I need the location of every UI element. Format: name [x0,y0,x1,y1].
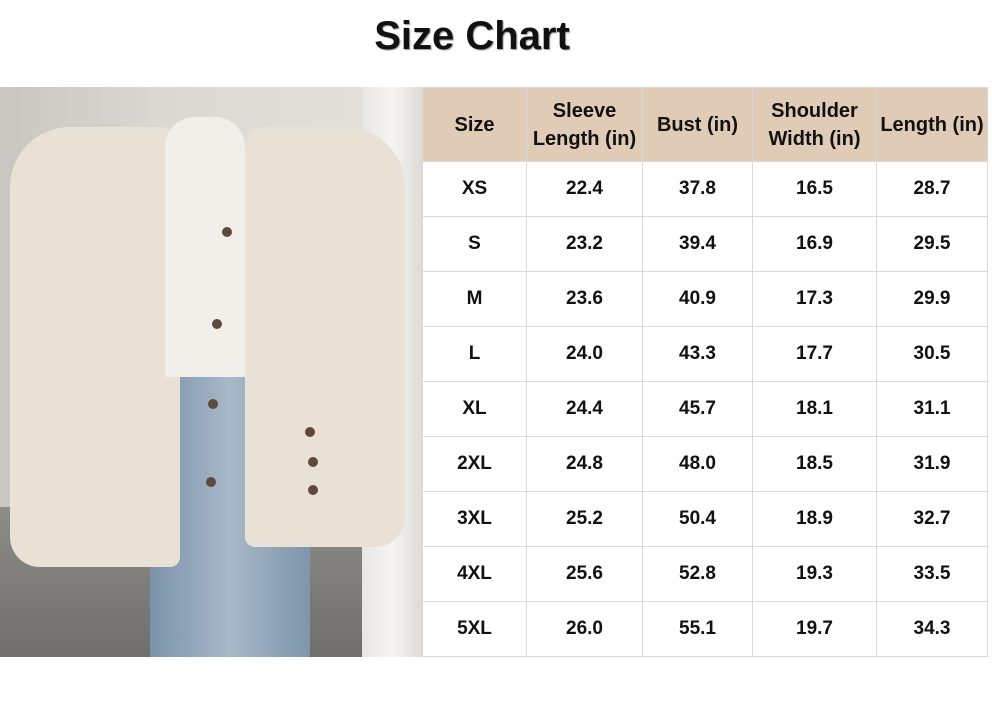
cell-sleeve-length: 23.2 [526,216,643,272]
cell-bust: 50.4 [642,491,753,547]
cell-size: XS [422,161,527,217]
cell-shoulder-width: 17.3 [752,271,877,327]
product-photo [0,87,422,657]
cell-length: 33.5 [876,546,988,602]
table-row: S 23.2 39.4 16.9 29.5 [422,216,988,272]
table-row: 5XL 26.0 55.1 19.7 34.3 [422,601,988,657]
coat-right-panel [245,127,405,547]
cell-length: 30.5 [876,326,988,382]
table-row: 3XL 25.2 50.4 18.9 32.7 [422,491,988,547]
coat-left-panel [10,127,180,567]
coat-button [305,427,315,437]
cell-shoulder-width: 18.9 [752,491,877,547]
coat-button [208,399,218,409]
table-row: L 24.0 43.3 17.7 30.5 [422,326,988,382]
cell-shoulder-width: 19.3 [752,546,877,602]
cell-length: 29.5 [876,216,988,272]
cell-sleeve-length: 25.6 [526,546,643,602]
header-length: Length (in) [876,87,988,162]
cell-sleeve-length: 23.6 [526,271,643,327]
cell-shoulder-width: 18.1 [752,381,877,437]
cell-sleeve-length: 24.4 [526,381,643,437]
cell-size: L [422,326,527,382]
table-row: 2XL 24.8 48.0 18.5 31.9 [422,436,988,492]
cell-bust: 39.4 [642,216,753,272]
cell-bust: 55.1 [642,601,753,657]
table-row: XS 22.4 37.8 16.5 28.7 [422,161,988,217]
cell-size: 5XL [422,601,527,657]
cell-sleeve-length: 26.0 [526,601,643,657]
cell-sleeve-length: 25.2 [526,491,643,547]
shirt [165,117,245,377]
cell-shoulder-width: 19.7 [752,601,877,657]
cell-sleeve-length: 22.4 [526,161,643,217]
cell-shoulder-width: 17.7 [752,326,877,382]
cell-shoulder-width: 16.9 [752,216,877,272]
cell-size: S [422,216,527,272]
cell-size: 3XL [422,491,527,547]
header-sleeve-length: Sleeve Length (in) [526,87,643,162]
size-table: Size Sleeve Length (in) Bust (in) Should… [422,87,988,657]
cell-bust: 40.9 [642,271,753,327]
cell-length: 32.7 [876,491,988,547]
header-shoulder-width: Shoulder Width (in) [752,87,877,162]
coat-button [212,319,222,329]
cell-length: 29.9 [876,271,988,327]
cell-bust: 48.0 [642,436,753,492]
coat-button [206,477,216,487]
header-size: Size [422,87,527,162]
cell-size: M [422,271,527,327]
cell-size: XL [422,381,527,437]
coat-button [308,485,318,495]
cell-shoulder-width: 16.5 [752,161,877,217]
cell-bust: 45.7 [642,381,753,437]
cell-length: 31.1 [876,381,988,437]
table-row: 4XL 25.6 52.8 19.3 33.5 [422,546,988,602]
cell-length: 28.7 [876,161,988,217]
header-bust: Bust (in) [642,87,753,162]
cell-size: 4XL [422,546,527,602]
cell-sleeve-length: 24.8 [526,436,643,492]
cell-bust: 52.8 [642,546,753,602]
table-row: XL 24.4 45.7 18.1 31.1 [422,381,988,437]
cell-shoulder-width: 18.5 [752,436,877,492]
table-row: M 23.6 40.9 17.3 29.9 [422,271,988,327]
cell-bust: 37.8 [642,161,753,217]
cell-length: 31.9 [876,436,988,492]
cell-length: 34.3 [876,601,988,657]
page-title: Size Chart [374,14,570,58]
cell-sleeve-length: 24.0 [526,326,643,382]
cell-size: 2XL [422,436,527,492]
coat-button [308,457,318,467]
coat-button [222,227,232,237]
header-row: Size Sleeve Length (in) Bust (in) Should… [422,87,988,162]
cell-bust: 43.3 [642,326,753,382]
